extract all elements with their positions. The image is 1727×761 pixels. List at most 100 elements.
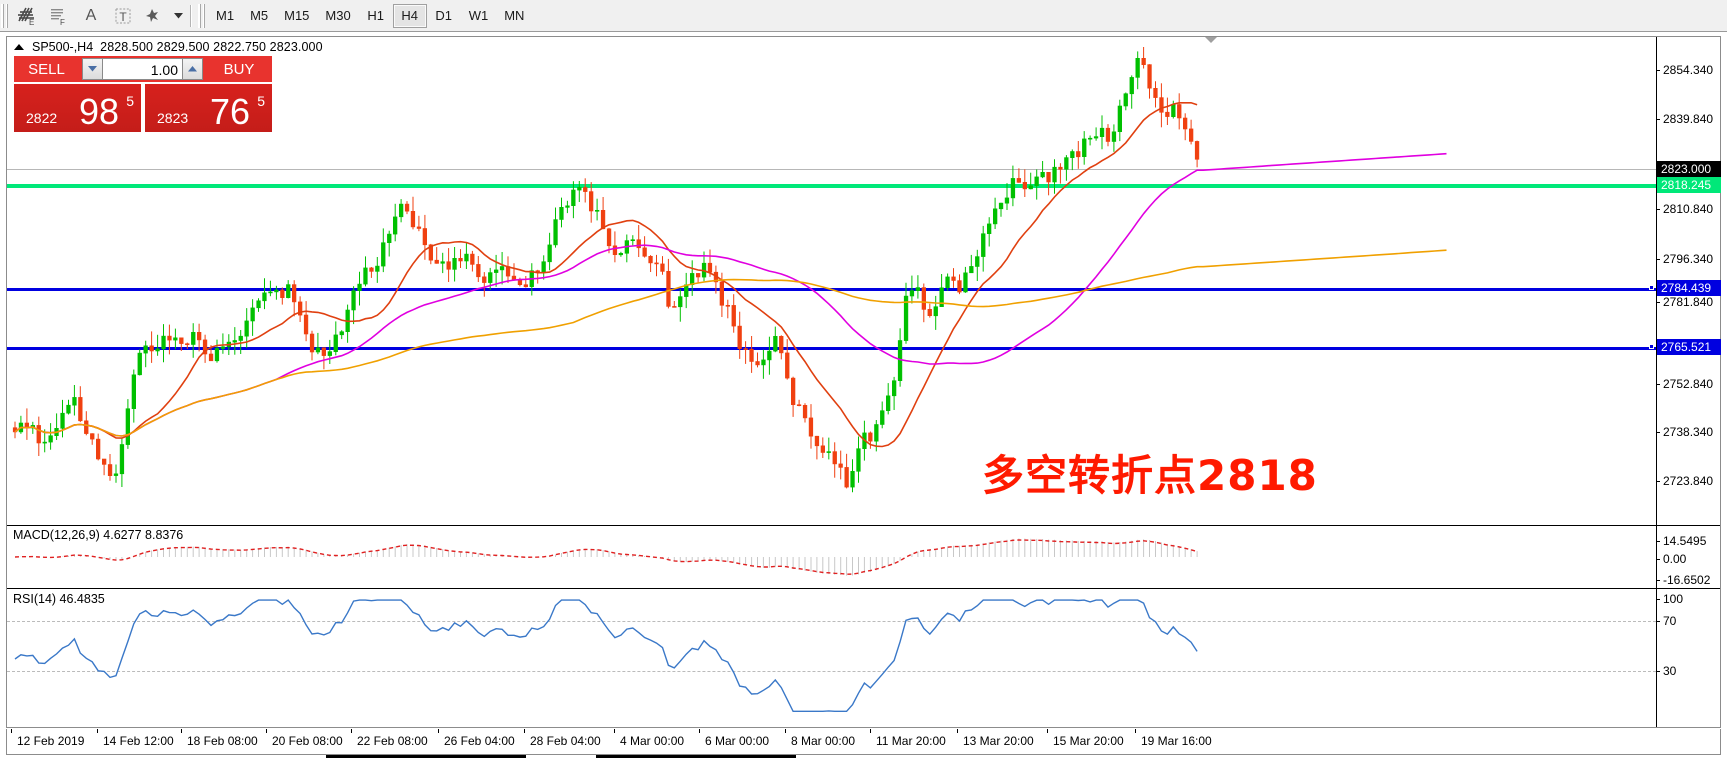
blue-line-2-anchor[interactable] [1649, 344, 1654, 349]
chart-area[interactable]: SP500-,H4 2828.500 2829.500 2822.750 282… [6, 36, 1721, 728]
time-axis[interactable]: 12 Feb 2019 14 Feb 12:00 18 Feb 08:00 20… [6, 729, 1721, 755]
buy-button[interactable]: BUY [206, 56, 272, 82]
rsi-label: RSI(14) 46.4835 [13, 592, 105, 606]
time-tick-13: 19 Mar 16:00 [1135, 729, 1212, 748]
rsi-level-70-line [7, 621, 1656, 622]
price-tick-9: 2723.840 [1657, 474, 1713, 488]
last-price-line [7, 169, 1656, 170]
timeframe-m5[interactable]: M5 [250, 8, 269, 23]
volume-increment-button[interactable] [182, 58, 203, 80]
toolbar-separator [190, 4, 192, 27]
toolbar-grip-2[interactable] [198, 3, 205, 28]
rsi-level-30-line [7, 671, 1656, 672]
main-toolbar: E F A T [0, 0, 1727, 32]
green-support-line[interactable] [7, 184, 1656, 188]
macd-tick-1: 0.00 [1657, 552, 1686, 566]
blue-line-1-anchor[interactable] [1649, 285, 1654, 290]
time-tick-2: 18 Feb 08:00 [181, 729, 258, 748]
volume-control[interactable]: 1.00 [79, 56, 206, 82]
macd-pane[interactable]: MACD(12,26,9) 4.6277 8.8376 [7, 526, 1656, 588]
last-price-chip: 2823.000 [1657, 161, 1721, 177]
rsi-tick-2: 30 [1657, 664, 1676, 678]
chart-symbol-label: SP500-,H4 [32, 40, 94, 54]
macd-label: MACD(12,26,9) 4.6277 8.8376 [13, 528, 184, 542]
blue-resistance-line-2[interactable] [7, 347, 1656, 350]
chart-header: SP500-,H4 2828.500 2829.500 2822.750 282… [14, 40, 323, 54]
sell-button[interactable]: SELL [14, 56, 79, 82]
time-tick-5: 26 Feb 04:00 [438, 729, 515, 748]
ask-price-fraction: 5 [257, 93, 265, 109]
price-tick-0: 2854.340 [1657, 63, 1713, 77]
indicators-icon[interactable]: E [11, 2, 43, 30]
green-level-chip[interactable]: 2818.245 [1657, 177, 1721, 193]
blue-level-chip-2[interactable]: 2765.521 [1657, 339, 1721, 355]
time-tick-11: 13 Mar 20:00 [957, 729, 1034, 748]
macd-tick-0: 14.5495 [1657, 534, 1706, 548]
objects-dropdown-icon[interactable] [171, 2, 185, 30]
chart-ohlc-values: 2828.500 2829.500 2822.750 2823.000 [100, 40, 323, 54]
time-tick-7: 4 Mar 00:00 [613, 729, 685, 748]
bid-price-fraction: 5 [126, 93, 134, 109]
time-tick-10: 11 Mar 20:00 [870, 729, 946, 748]
macd-series [14, 538, 1198, 576]
trade-buttons-row: SELL 1.00 BUY [14, 56, 272, 82]
bid-price-prefix: 2822 [26, 110, 58, 126]
scrollbar-thumb-1[interactable] [326, 755, 526, 758]
timeframe-m1[interactable]: M1 [216, 8, 235, 23]
price-tick-5: 2781.840 [1657, 295, 1713, 309]
price-tick-1: 2839.840 [1657, 112, 1713, 126]
timeframe-h4[interactable]: H4 [392, 3, 427, 28]
ask-price-prefix: 2823 [157, 110, 189, 126]
price-tick-7: 2752.840 [1657, 377, 1713, 391]
time-tick-9: 8 Mar 00:00 [784, 729, 856, 748]
time-tick-0: 12 Feb 2019 [10, 729, 85, 748]
price-tick-3: 2810.840 [1657, 202, 1713, 216]
chart-annotation-text: 多空转折点2818 [982, 451, 1318, 500]
svg-text:F: F [60, 18, 65, 26]
time-tick-6: 28 Feb 04:00 [524, 729, 601, 748]
timeframe-d1[interactable]: D1 [435, 8, 453, 23]
templates-icon[interactable]: F [43, 2, 75, 30]
svg-text:E: E [29, 18, 34, 26]
rsi-tick-1: 70 [1657, 614, 1676, 628]
price-axis[interactable]: 2854.340 2839.840 2825.340 2810.840 2796… [1656, 37, 1721, 727]
time-tick-1: 14 Feb 12:00 [97, 729, 174, 748]
bid-price-box[interactable]: 2822 98 5 [14, 84, 141, 132]
rsi-series [14, 599, 1198, 712]
ask-price-box[interactable]: 2823 76 5 [145, 84, 272, 132]
one-click-trading-panel[interactable]: SELL 1.00 BUY 2822 98 5 [14, 56, 272, 132]
ask-price-main: 76 [209, 91, 250, 132]
text-label-icon[interactable]: T [107, 2, 139, 30]
pane-divider-2[interactable] [7, 588, 1720, 589]
timeframe-h1[interactable]: H1 [367, 8, 385, 23]
price-tick-4: 2796.340 [1657, 252, 1713, 266]
horizontal-scrollbar[interactable] [6, 755, 1721, 761]
chart-scroll-marker-icon [1205, 37, 1217, 43]
timeframe-m15[interactable]: M15 [284, 8, 310, 23]
bid-price-main: 98 [78, 91, 119, 132]
quotes-row: 2822 98 5 2823 76 5 [14, 84, 272, 132]
price-tick-8: 2738.340 [1657, 425, 1713, 439]
timeframe-w1[interactable]: W1 [468, 8, 489, 23]
scrollbar-thumb-2[interactable] [596, 755, 796, 758]
svg-text:T: T [119, 10, 127, 24]
text-tool-icon[interactable]: A [75, 2, 107, 30]
price-pane[interactable]: 多空转折点2818 [7, 37, 1656, 525]
volume-decrement-button[interactable] [82, 58, 103, 80]
blue-level-chip-1[interactable]: 2784.439 [1657, 280, 1721, 296]
pane-divider-1[interactable] [7, 525, 1720, 526]
time-tick-12: 15 Mar 20:00 [1047, 729, 1124, 748]
rsi-pane[interactable]: RSI(14) 46.4835 [7, 589, 1656, 728]
time-tick-4: 22 Feb 08:00 [351, 729, 428, 748]
candlestick-series [12, 47, 1447, 493]
timeframe-mn[interactable]: MN [504, 8, 525, 23]
objects-icon[interactable] [139, 2, 171, 30]
text-tool-glyph: A [85, 6, 97, 24]
timeframe-m30[interactable]: M30 [325, 8, 351, 23]
rsi-tick-0: 100 [1657, 592, 1683, 606]
collapse-triangle-icon[interactable] [14, 44, 24, 50]
macd-tick-2: -16.6502 [1657, 573, 1710, 587]
toolbar-grip-1[interactable] [1, 3, 8, 28]
volume-input[interactable]: 1.00 [103, 58, 182, 80]
